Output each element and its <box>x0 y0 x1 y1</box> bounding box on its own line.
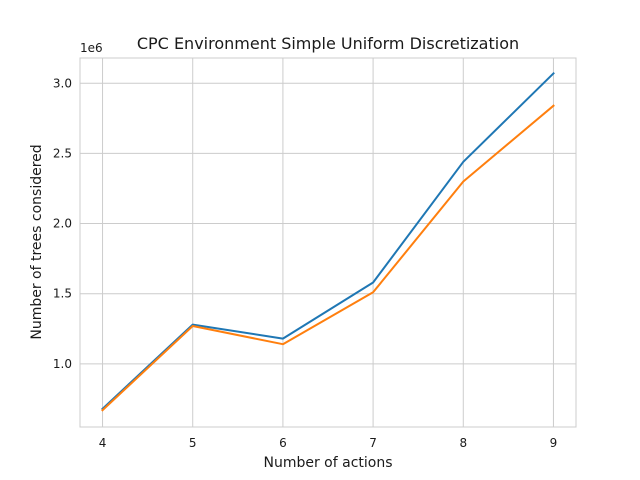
y-tick-label-2: 2.0 <box>53 217 72 231</box>
x-tick-label-3: 7 <box>369 436 377 450</box>
x-tick-label-4: 8 <box>459 436 467 450</box>
x-tick-label-2: 6 <box>279 436 287 450</box>
grid-layer <box>80 58 576 427</box>
y-axis-offset-label: 1e6 <box>80 41 103 55</box>
y-axis-label: Number of trees considered <box>29 144 45 339</box>
tick-label-layer: 4 5 6 7 8 9 1.0 1.5 2.0 2.5 3.0 <box>53 76 557 450</box>
y-tick-label-3: 2.5 <box>53 146 72 160</box>
x-tick-label-5: 9 <box>550 436 558 450</box>
x-tick-label-1: 5 <box>189 436 197 450</box>
y-tick-label-0: 1.0 <box>53 357 72 371</box>
y-tick-label-1: 1.5 <box>53 287 72 301</box>
plot-frame <box>79 57 577 428</box>
y-tick-label-4: 3.0 <box>53 76 72 90</box>
x-tick-label-0: 4 <box>99 436 107 450</box>
series-line-0 <box>101 71 555 411</box>
series-layer <box>101 71 555 412</box>
series-line-1 <box>101 104 555 412</box>
chart-title: CPC Environment Simple Uniform Discretiz… <box>137 34 519 53</box>
x-axis-label: Number of actions <box>263 455 392 471</box>
